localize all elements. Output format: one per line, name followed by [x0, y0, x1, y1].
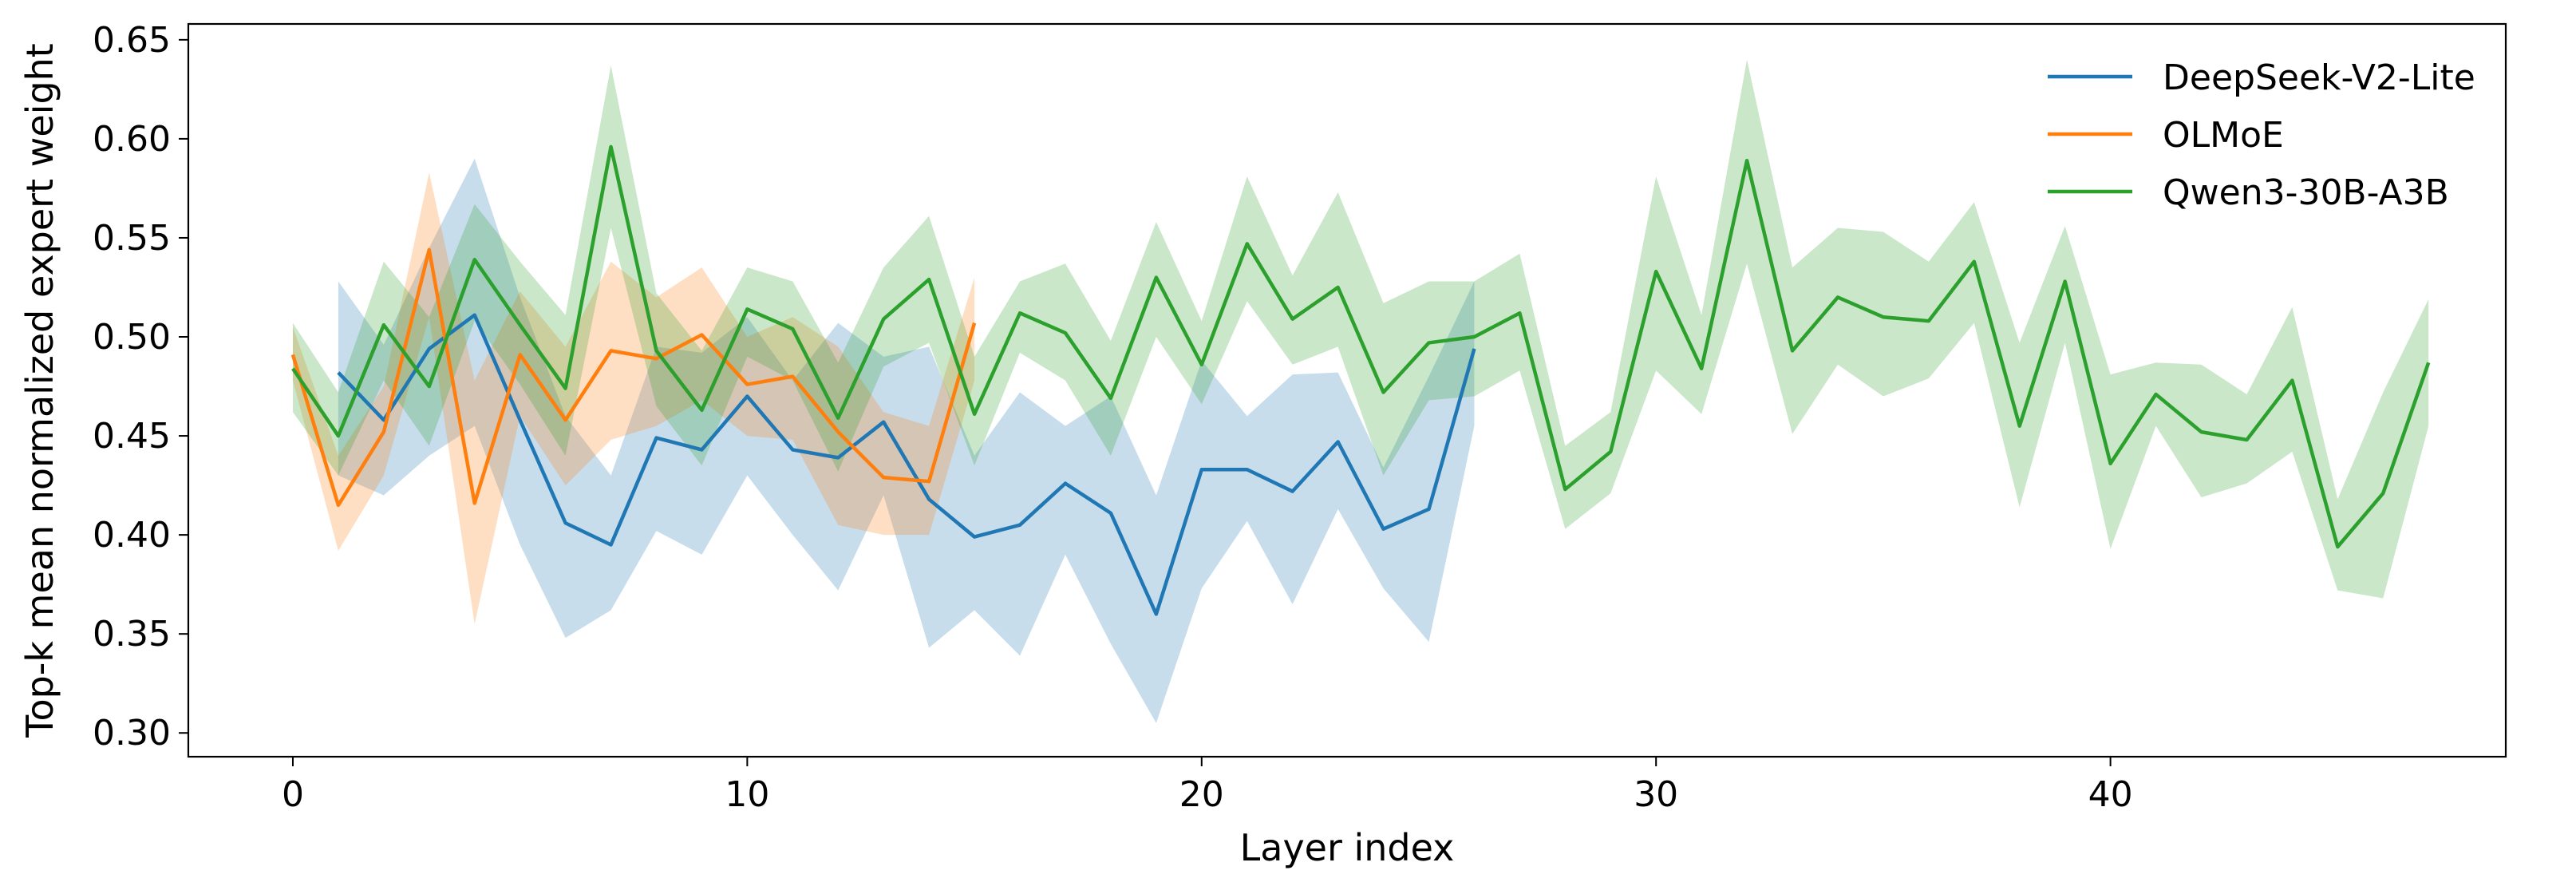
y-tick-label: 0.35	[93, 614, 171, 655]
x-tick-label: 20	[1179, 774, 1224, 815]
series-lines	[290, 144, 2431, 616]
series-line-0	[337, 313, 1476, 616]
y-tick-label: 0.50	[93, 317, 171, 358]
x-axis-label: Layer index	[1240, 826, 1455, 869]
x-axis-ticks: 0 10 20 30 40	[282, 757, 2133, 815]
y-axis-label: Top-k mean normalized expert weight	[18, 43, 61, 738]
plot-area-frame	[187, 22, 2507, 758]
band-2	[292, 59, 2429, 599]
x-tick-label: 10	[725, 774, 769, 815]
y-axis-ticks: 0.30 0.35 0.40 0.45 0.50 0.55 0.60 0.65	[93, 20, 188, 754]
legend-label: DeepSeek-V2-Lite	[2163, 57, 2475, 98]
band-0	[338, 158, 1475, 723]
y-tick-label: 0.30	[93, 713, 171, 754]
y-tick-label: 0.55	[93, 218, 171, 259]
series-line-1	[290, 247, 977, 508]
legend-label: OLMoE	[2163, 115, 2284, 156]
band-1	[292, 172, 975, 624]
legend-label: Qwen3-30B-A3B	[2163, 172, 2449, 213]
y-tick-label: 0.40	[93, 515, 171, 556]
series-line-2	[291, 144, 2431, 549]
x-tick-label: 40	[2088, 774, 2133, 815]
y-tick-label: 0.60	[93, 119, 171, 160]
x-tick-label: 0	[282, 774, 304, 815]
y-tick-label: 0.45	[93, 416, 171, 457]
x-tick-label: 30	[1634, 774, 1678, 815]
confidence-bands	[292, 59, 2429, 723]
legend: DeepSeek-V2-Lite OLMoE Qwen3-30B-A3B	[2048, 57, 2475, 213]
y-tick-label: 0.65	[93, 20, 171, 61]
